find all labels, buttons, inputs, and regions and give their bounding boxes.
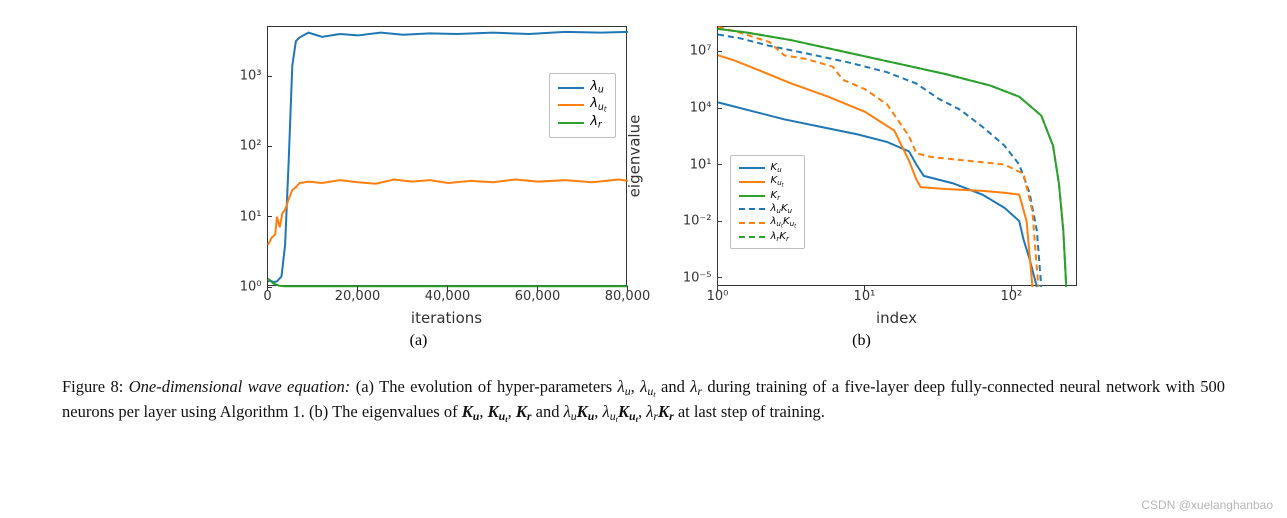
caption-Kr: Kr <box>516 402 532 421</box>
plot-b-ylabel: eigenvalue <box>625 115 643 198</box>
caption-tail: at last step of training. <box>674 402 825 421</box>
subcaption-b: (b) <box>852 332 871 350</box>
figure-row: λuλutλr iterations 10⁰10¹10²10³020,00040… <box>0 0 1287 350</box>
watermark: CSDN @xuelanghanbao <box>1141 498 1273 512</box>
tick <box>717 286 718 291</box>
caption-Kr2: Kr <box>658 402 674 421</box>
legend-swatch <box>558 104 584 106</box>
plot-b-ytick: 10¹ <box>690 157 718 172</box>
caption-Kut: Kut <box>488 402 508 421</box>
series-lambda_u <box>268 32 628 282</box>
legend-swatch <box>739 167 765 169</box>
legend-row: λutKut <box>739 215 797 230</box>
legend-row: λr <box>558 114 606 131</box>
tick <box>717 108 722 109</box>
legend-label: Kr <box>771 189 781 202</box>
caption-part-a: (a) The evolution of hyper-parameters <box>356 377 618 396</box>
legend-swatch <box>558 122 584 124</box>
tick <box>864 286 865 291</box>
caption-Ku: Ku <box>462 402 480 421</box>
plot-a-axes: λuλutλr iterations 10⁰10¹10²10³020,00040… <box>267 26 627 286</box>
plot-a-frame: λuλutλr iterations 10⁰10¹10²10³020,00040… <box>211 20 627 286</box>
plot-a-svg <box>268 27 628 287</box>
panel-a: λuλutλr iterations 10⁰10¹10²10³020,00040… <box>211 20 627 350</box>
caption-lamKu: λu <box>564 402 577 421</box>
tick <box>267 146 272 147</box>
tick <box>447 286 448 291</box>
legend-row: λut <box>558 96 606 114</box>
legend-swatch <box>739 195 765 197</box>
tick <box>717 221 722 222</box>
caption-lamKr: λr <box>646 402 658 421</box>
legend-swatch <box>739 222 765 224</box>
caption-title: One-dimensional wave equation: <box>129 377 351 396</box>
legend-row: λuKu <box>739 202 797 215</box>
tick <box>717 51 722 52</box>
legend-row: Kr <box>739 189 797 202</box>
caption-Kut2: Kut <box>618 402 638 421</box>
caption-lamKut: λut <box>603 402 618 421</box>
caption-lambda-ut: λut <box>640 377 655 396</box>
legend-a: λuλutλr <box>549 73 615 138</box>
plot-b-ytick: 10⁻⁵ <box>683 270 718 285</box>
tick <box>1011 286 1012 291</box>
caption-lambda-u: λu <box>618 377 631 396</box>
legend-swatch <box>739 181 765 183</box>
plot-a-ytick: 10² <box>240 139 268 154</box>
legend-b: KuKutKrλuKuλutKutλrKr <box>730 155 806 249</box>
plot-b-frame: KuKutKrλuKuλutKutλrKr index eigenvalue 1… <box>647 20 1077 286</box>
plot-a-ytick: 10³ <box>240 69 268 84</box>
plot-b-xlabel: index <box>876 309 917 327</box>
legend-label: Kut <box>771 174 784 189</box>
plot-b-ytick: 10⁴ <box>690 101 718 116</box>
tick <box>267 76 272 77</box>
plot-a-xlabel: iterations <box>411 309 482 327</box>
legend-label: λut <box>590 96 606 114</box>
caption-lambda-r: λr <box>690 377 702 396</box>
plot-a-ytick: 10¹ <box>240 209 268 224</box>
legend-row: Kut <box>739 174 797 189</box>
tick <box>627 286 628 291</box>
tick <box>267 286 268 291</box>
tick <box>537 286 538 291</box>
legend-row: Ku <box>739 161 797 174</box>
legend-label: λrKr <box>771 230 789 243</box>
caption-fig-label: Figure 8: <box>62 377 123 396</box>
subcaption-a: (a) <box>410 332 428 350</box>
panel-b: KuKutKrλuKuλutKutλrKr index eigenvalue 1… <box>647 20 1077 350</box>
legend-row: λrKr <box>739 230 797 243</box>
caption-Ku2: Ku <box>577 402 595 421</box>
legend-label: λr <box>590 114 602 131</box>
figure-caption: Figure 8: One-dimensional wave equation:… <box>0 350 1287 426</box>
legend-label: Ku <box>771 161 782 174</box>
tick <box>717 164 722 165</box>
series-lambda_ut <box>268 179 628 244</box>
tick <box>357 286 358 291</box>
legend-label: λuKu <box>771 202 793 215</box>
plot-b-ytick: 10⁷ <box>690 44 718 59</box>
legend-label: λutKut <box>771 215 797 230</box>
legend-label: λu <box>590 79 604 96</box>
legend-swatch <box>739 208 765 210</box>
plot-b-axes: KuKutKrλuKuλutKutλrKr index eigenvalue 1… <box>717 26 1077 286</box>
tick <box>717 277 722 278</box>
tick <box>267 216 272 217</box>
plot-b-ytick: 10⁻² <box>683 214 718 229</box>
legend-row: λu <box>558 79 606 96</box>
legend-swatch <box>558 87 584 89</box>
legend-swatch <box>739 236 765 238</box>
